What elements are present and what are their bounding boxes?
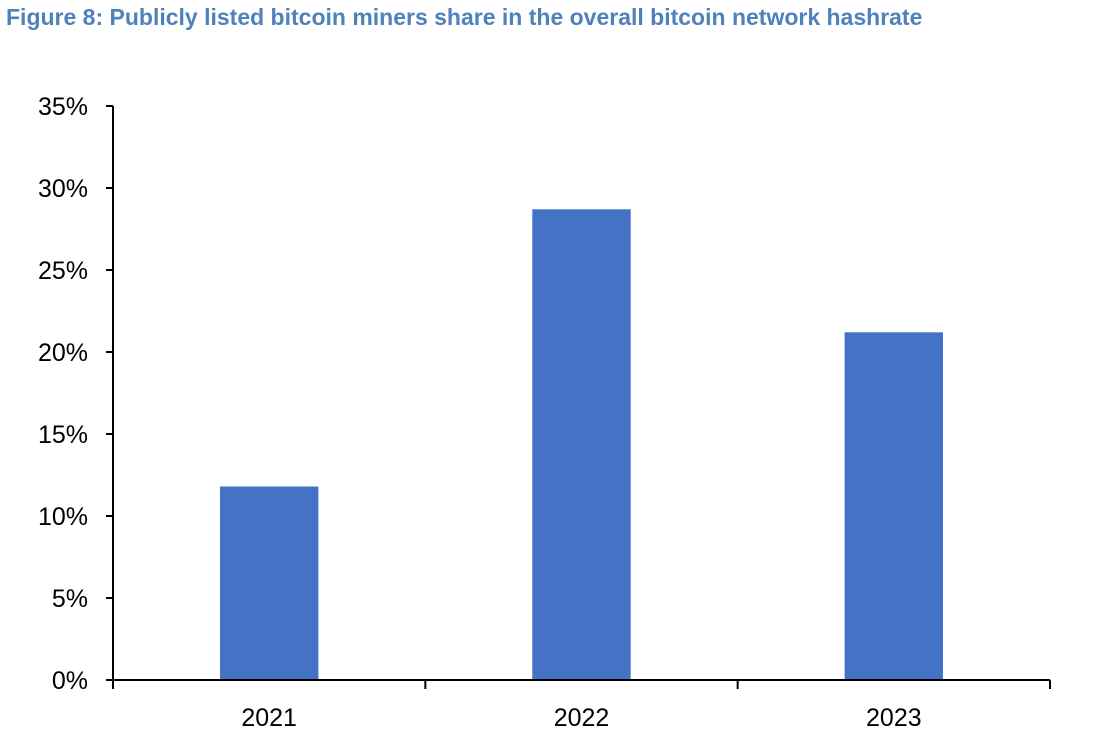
figure-title: Figure 8: Publicly listed bitcoin miners… xyxy=(6,4,923,30)
bar-2021 xyxy=(220,486,319,680)
y-tick-label: 25% xyxy=(38,257,88,285)
y-tick-label: 30% xyxy=(38,175,88,203)
x-tick-label-2021: 2021 xyxy=(241,704,297,732)
y-tick-label: 35% xyxy=(38,93,88,121)
bar-2022 xyxy=(532,209,631,681)
x-tick-label-2023: 2023 xyxy=(866,704,922,732)
x-axis: 2021 2022 2023 xyxy=(112,679,1051,732)
y-tick-label: 5% xyxy=(52,585,88,613)
bar-2023 xyxy=(844,332,943,680)
y-axis: 0% 5% 10% 15% 20% 25% 30% 35% xyxy=(38,93,114,695)
x-tick-label-2022: 2022 xyxy=(554,704,610,732)
y-tick-label: 0% xyxy=(52,667,88,695)
y-tick-label: 15% xyxy=(38,421,88,449)
y-tick-label: 20% xyxy=(38,339,88,367)
bars-group xyxy=(220,209,943,681)
y-tick-label: 10% xyxy=(38,503,88,531)
